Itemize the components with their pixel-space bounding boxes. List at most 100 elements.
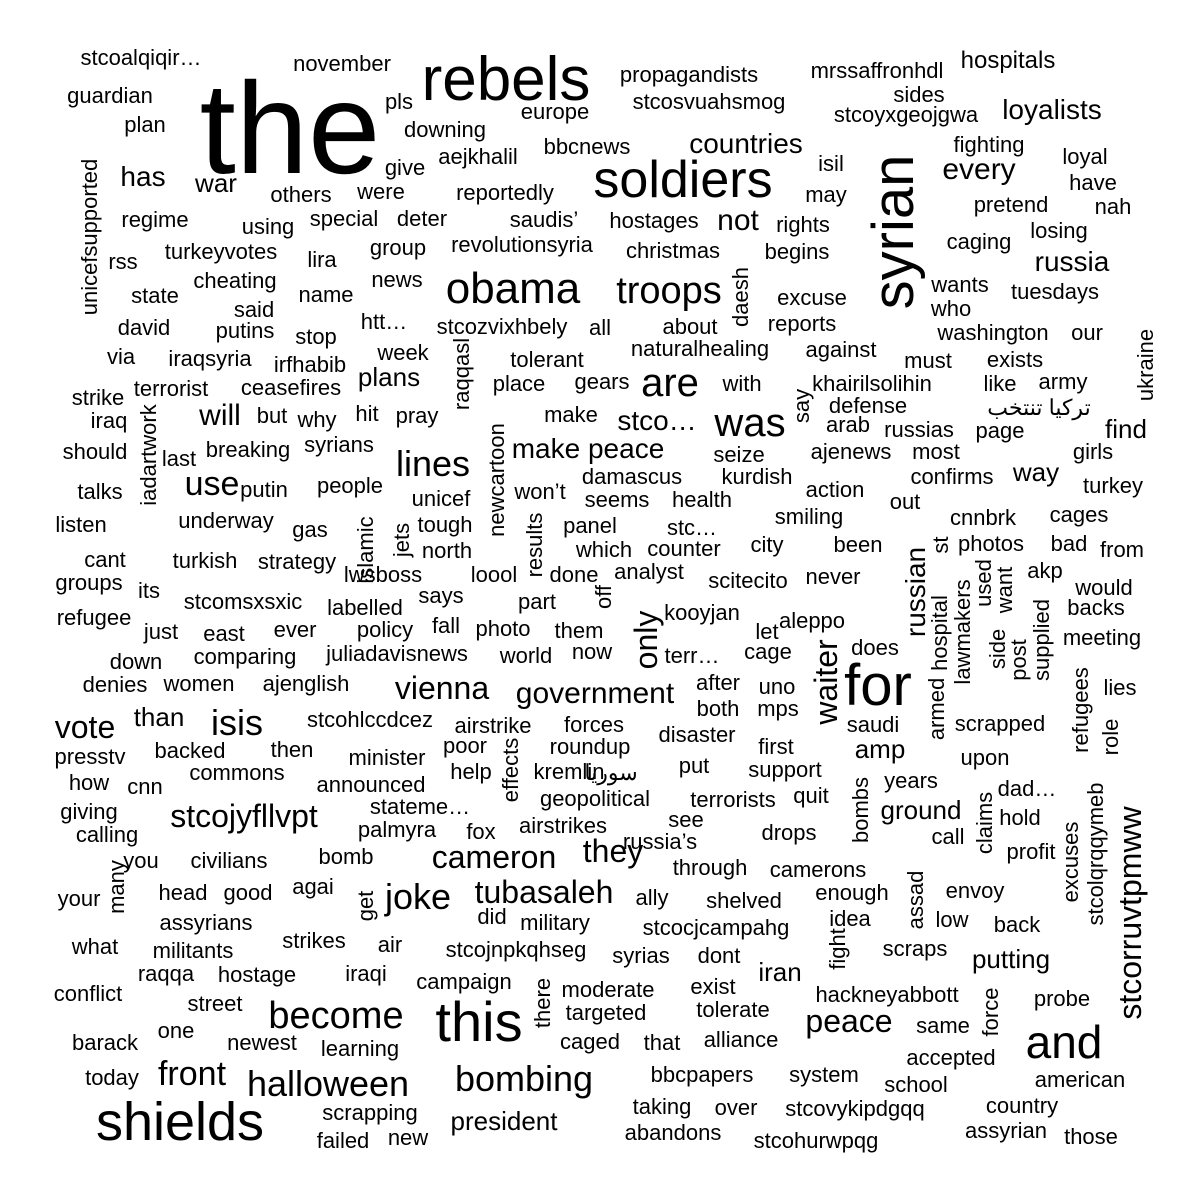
cloud-word: should (62, 439, 128, 464)
cloud-word: drops (761, 820, 817, 845)
cloud-word: airstrike (454, 713, 532, 738)
cloud-word: that (643, 1030, 681, 1055)
cloud-word: juliadavisnews (326, 641, 468, 666)
cloud-word: you (123, 848, 159, 873)
cloud-word: rebels (421, 45, 591, 114)
cloud-word: lwsboss (343, 562, 423, 587)
cloud-word: most (912, 439, 960, 464)
cloud-word: policy (356, 617, 414, 642)
cloud-word: seems (584, 487, 650, 512)
cloud-word: kremlin (533, 759, 605, 784)
cloud-word: make peace (511, 433, 665, 464)
cloud-word: fox (466, 819, 496, 844)
cloud-word: turkish (172, 548, 238, 573)
cloud-word: name (298, 282, 354, 307)
cloud-word: strike (71, 385, 125, 410)
cloud-word: state (131, 283, 179, 308)
cloud-word: breaking (205, 437, 291, 462)
cloud-word: washington (937, 320, 1049, 345)
cloud-word: hospitals (960, 47, 1056, 74)
cloud-word: assyrian (965, 1118, 1047, 1143)
cloud-word: stcolqrqqymeb (1083, 782, 1108, 926)
cloud-word: are (641, 361, 699, 405)
cloud-word: only (628, 610, 664, 670)
cloud-word: scrapped (954, 711, 1046, 736)
cloud-word: loyal (1062, 144, 1108, 169)
cloud-word: must (904, 348, 952, 373)
cloud-word: jets (389, 522, 414, 558)
cloud-word: both (696, 696, 740, 721)
cloud-word: today (85, 1065, 139, 1090)
cloud-word: call (931, 824, 965, 849)
cloud-word: terr… (664, 643, 720, 668)
cloud-word: over (714, 1095, 758, 1120)
cloud-word: why (297, 407, 337, 432)
cloud-word: gas (292, 517, 328, 542)
cloud-word: ajenglish (262, 671, 350, 696)
cloud-word: saudi (846, 712, 900, 737)
cloud-word: people (316, 473, 384, 498)
cloud-word: exist (690, 974, 736, 999)
cloud-word: mrssaffronhdl (810, 58, 944, 83)
cloud-word: role (1098, 718, 1123, 756)
cloud-word: through (672, 855, 748, 880)
cloud-word: done (549, 562, 599, 587)
cloud-word: damascus (581, 464, 683, 489)
cloud-word: your (57, 886, 101, 911)
cloud-word: strategy (257, 549, 337, 574)
cloud-word: want (992, 566, 1017, 614)
cloud-word: civilians (190, 848, 268, 873)
cloud-word: hospital (927, 595, 952, 671)
cloud-word: backs (1067, 595, 1125, 620)
cloud-word: troops (616, 270, 722, 312)
cloud-word: waiter (808, 639, 844, 725)
cloud-word: assad (903, 870, 928, 930)
cloud-word: stcosvuahsmog (632, 89, 786, 114)
cloud-word: comparing (193, 644, 297, 669)
cloud-word: stop (295, 324, 337, 349)
cloud-word: sides (893, 82, 945, 107)
cloud-word: health (672, 487, 732, 512)
cloud-word: raqqa (137, 961, 195, 986)
cloud-word: russias (884, 417, 954, 442)
cloud-word: effects (498, 737, 523, 803)
cloud-word: photos (957, 531, 1025, 556)
cloud-word: did (477, 904, 507, 929)
cloud-word: let (755, 619, 779, 644)
cloud-word: page (975, 418, 1025, 443)
cloud-word: st (928, 536, 953, 554)
cloud-word: putin (240, 477, 288, 502)
cloud-word: now (571, 639, 613, 664)
cloud-word: unicef (411, 486, 471, 511)
cloud-word: airstrikes (518, 813, 608, 838)
cloud-word: make (544, 402, 598, 427)
cloud-word: excuses (1058, 821, 1083, 903)
cloud-word: turkeyvotes (164, 239, 278, 264)
cloud-word: terrorist (133, 376, 209, 401)
cloud-word: presstv (54, 744, 126, 769)
cloud-word: scitecito (708, 568, 788, 593)
cloud-word: american (1034, 1067, 1126, 1092)
cloud-word: aejkhalil (438, 144, 518, 169)
cloud-word: underway (178, 508, 274, 533)
cloud-word: obama (445, 264, 581, 313)
cloud-word: about (662, 314, 718, 339)
cloud-word: giving (60, 799, 118, 824)
cloud-word: david (117, 315, 171, 340)
cloud-word: group (369, 235, 427, 260)
cloud-word: rss (108, 249, 138, 274)
cloud-word: turkey (1083, 473, 1143, 498)
cloud-word: loool (470, 562, 518, 587)
cloud-word: have (1069, 170, 1117, 195)
cloud-word: campaign (416, 969, 512, 994)
cloud-word: news (371, 267, 423, 292)
cloud-word: new (387, 1125, 429, 1150)
cloud-word: تركيا تنتخب (987, 395, 1091, 420)
cloud-word: pretend (973, 192, 1049, 217)
cloud-word: begins (764, 239, 830, 264)
cloud-word: cage (744, 639, 792, 664)
cloud-word: amp (854, 734, 906, 764)
cloud-word: see (668, 807, 704, 832)
cloud-word: action (805, 477, 865, 502)
cloud-word: putting (971, 944, 1051, 974)
